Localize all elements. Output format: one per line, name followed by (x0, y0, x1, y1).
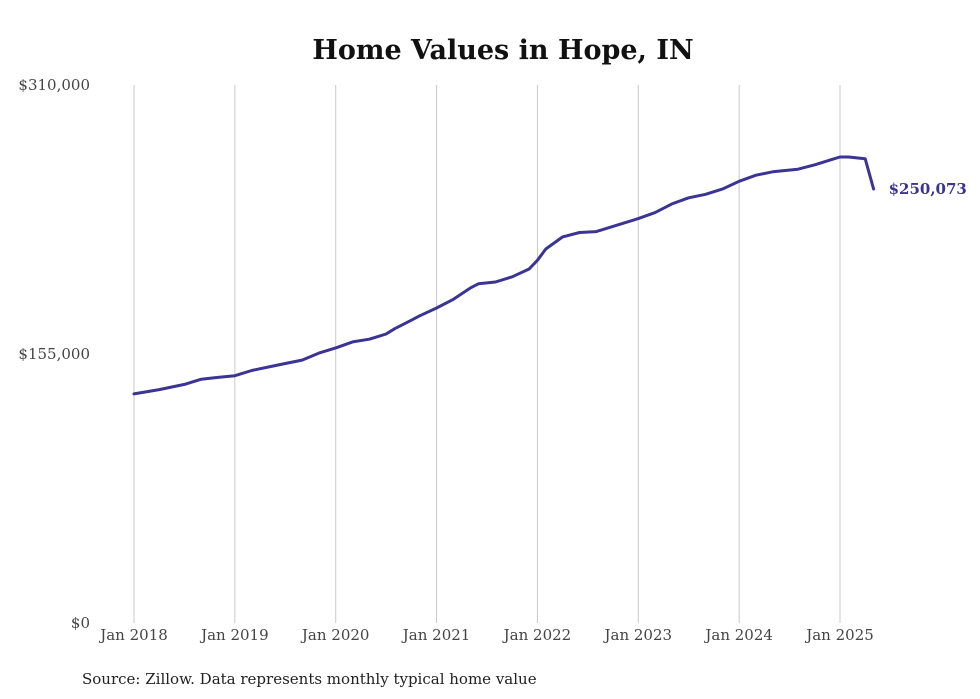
x-tick-label: Jan 2025 (804, 626, 874, 644)
x-tick-label: Jan 2019 (199, 626, 269, 644)
y-tick-label: $155,000 (18, 345, 90, 363)
x-tick-label: Jan 2020 (300, 626, 370, 644)
y-axis-ticks: $0 $155,000 $310,000 (18, 76, 90, 632)
series-line-0 (132, 155, 876, 396)
end-value-label: $250,073 (889, 180, 967, 198)
y-tick-label: $0 (71, 614, 90, 632)
x-tick-label: Jan 2023 (603, 626, 673, 644)
x-tick-label: Jan 2022 (502, 626, 572, 644)
series-group: $250,073 (132, 155, 967, 396)
x-axis-ticks: Jan 2018 Jan 2019 Jan 2020 Jan 2021 Jan 2022… (98, 626, 874, 644)
chart-title: Home Values in Hope, IN (312, 35, 693, 66)
y-tick-label: $310,000 (18, 76, 90, 94)
grid-lines (133, 85, 841, 623)
x-tick-label: Jan 2018 (98, 626, 168, 644)
x-tick-label: Jan 2021 (401, 626, 471, 644)
x-tick-label: Jan 2024 (703, 626, 773, 644)
source-note: Source: Zillow. Data represents monthly … (82, 670, 537, 688)
